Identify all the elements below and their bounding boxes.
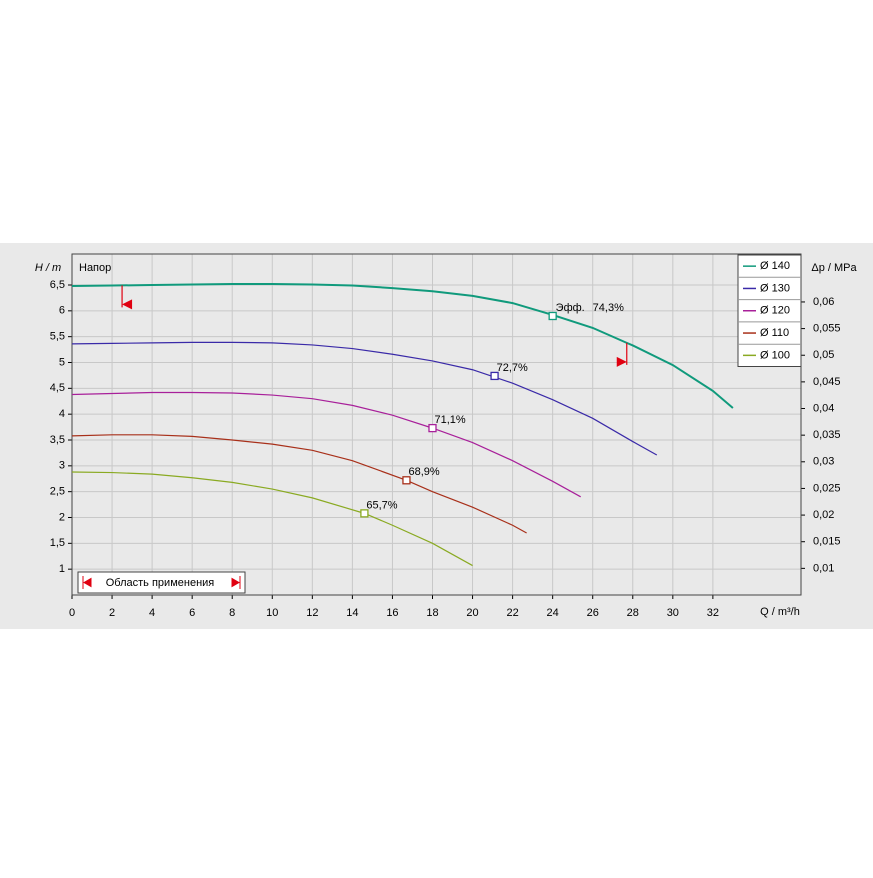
y-tick-label: 6,5 [50, 279, 65, 291]
efficiency-marker [548, 311, 557, 321]
range-flag [616, 356, 627, 367]
y2-tick-label: 0,02 [813, 509, 834, 521]
x-tick-label: 32 [707, 607, 719, 619]
x-axis-label: Q / m³/h [760, 606, 800, 618]
pump-curve [71, 434, 527, 534]
x-tick-label: 12 [306, 607, 318, 619]
range-label: Область применения [106, 577, 215, 589]
x-tick-label: 30 [667, 607, 679, 619]
x-tick-label: 6 [189, 607, 195, 619]
efficiency-marker [490, 371, 499, 381]
y-tick-label: 4,5 [50, 382, 65, 394]
efficiency-prefix: Эфф. [556, 302, 585, 314]
y-axis-title: Напор [79, 262, 111, 274]
y2-tick-label: 0,025 [813, 482, 841, 494]
x-tick-label: 0 [69, 607, 75, 619]
x-tick-label: 4 [149, 607, 155, 619]
y-tick-label: 1,5 [50, 537, 65, 549]
efficiency-label: 74,3% [593, 302, 624, 314]
y-axis-label: H / m [35, 262, 61, 274]
x-tick-label: 28 [627, 607, 639, 619]
legend-entry: Ø 100 [760, 349, 790, 361]
y-tick-label: 5,5 [50, 331, 65, 343]
plot-frame [71, 253, 802, 596]
x-tick-label: 8 [229, 607, 235, 619]
x-tick-label: 20 [466, 607, 478, 619]
range-box [77, 571, 246, 594]
x-tick-label: 14 [346, 607, 358, 619]
range-arrow-left [82, 576, 92, 589]
y-tick-label: 4 [59, 408, 65, 420]
efficiency-label: 71,1% [434, 414, 465, 426]
y-tick-label: 3,5 [50, 434, 65, 446]
efficiency-marker [428, 423, 437, 433]
efficiency-marker [402, 476, 411, 485]
x-tick-label: 24 [547, 607, 559, 619]
x-tick-label: 16 [386, 607, 398, 619]
y-tick-label: 6 [59, 305, 65, 317]
x-tick-label: 18 [426, 607, 438, 619]
x-tick-label: 22 [506, 607, 518, 619]
efficiency-label: 72,7% [497, 362, 528, 374]
y2-tick-label: 0,06 [813, 296, 834, 308]
pump-curve [71, 282, 734, 409]
y2-tick-label: 0,045 [813, 376, 841, 388]
pump-curve [71, 391, 581, 498]
range-flag [122, 299, 133, 310]
y2-tick-label: 0,055 [813, 323, 841, 335]
y2-tick-label: 0,015 [813, 536, 841, 548]
y-tick-label: 1 [59, 563, 65, 575]
legend-entry: Ø 110 [760, 327, 789, 339]
legend-entry: Ø 130 [760, 282, 790, 294]
y-tick-label: 5 [59, 356, 65, 368]
y-tick-label: 3 [59, 460, 65, 472]
y2-tick-label: 0,035 [813, 429, 841, 441]
panel [0, 243, 873, 629]
y2-tick-label: 0,03 [813, 456, 834, 468]
x-tick-label: 26 [587, 607, 599, 619]
y2-tick-label: 0,05 [813, 349, 834, 361]
efficiency-label: 68,9% [408, 466, 439, 478]
y2-tick-label: 0,01 [813, 562, 834, 574]
y2-tick-label: 0,04 [813, 402, 834, 414]
pump-curve [71, 341, 658, 456]
x-tick-label: 2 [109, 607, 115, 619]
y2-axis-label: Δp / MPa [811, 262, 857, 274]
legend-entry: Ø 120 [760, 305, 790, 317]
x-tick-label: 10 [266, 607, 278, 619]
y-tick-label: 2 [59, 511, 65, 523]
efficiency-marker [360, 509, 369, 518]
efficiency-label: 65,7% [366, 499, 397, 511]
range-arrow-right [231, 576, 241, 589]
pump-curve [71, 471, 473, 567]
legend-entry: Ø 140 [760, 260, 790, 272]
y-tick-label: 2,5 [50, 486, 65, 498]
